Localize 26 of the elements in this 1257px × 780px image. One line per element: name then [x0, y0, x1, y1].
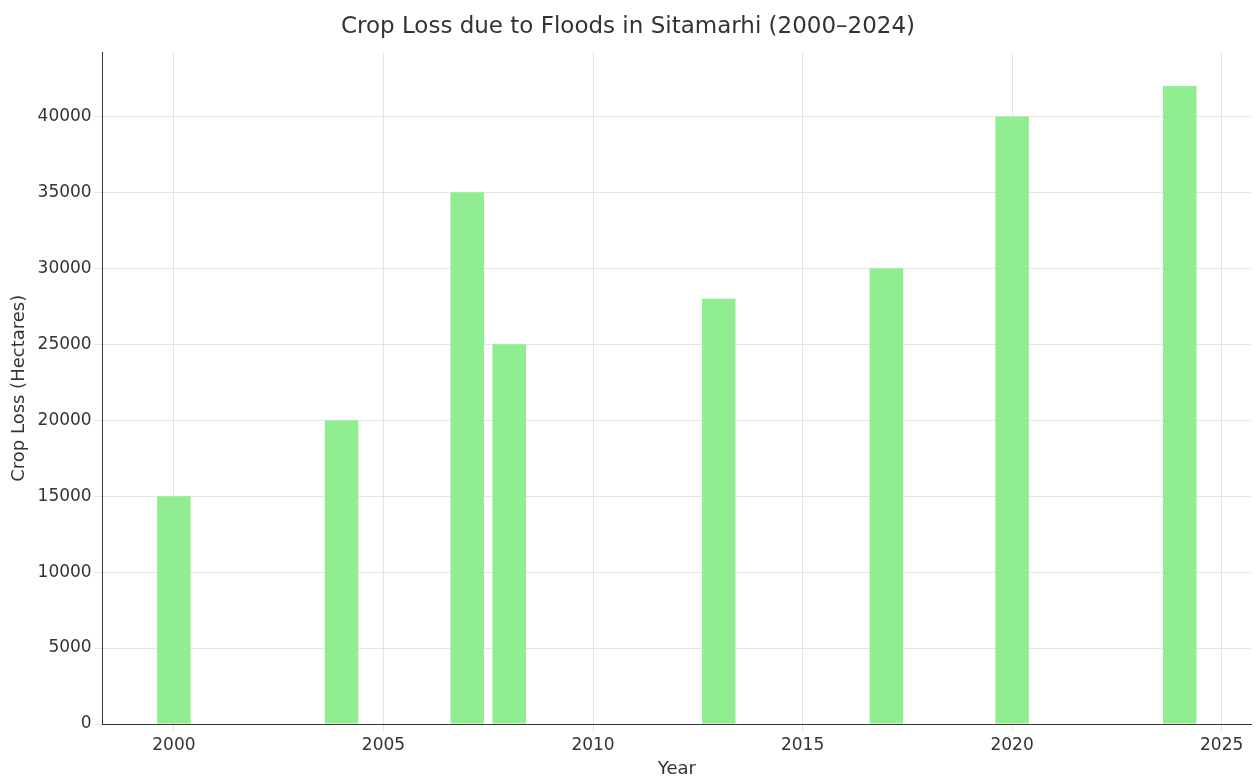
y-tick-label: 40000 — [37, 104, 92, 125]
bar — [324, 420, 359, 724]
bar — [701, 298, 736, 724]
bar — [450, 192, 485, 724]
y-tick-label: 0 — [80, 712, 92, 733]
y-tick-label: 10000 — [37, 560, 92, 581]
x-tick-label: 2015 — [780, 733, 825, 754]
x-axis-title: Year — [656, 756, 697, 778]
y-tick-label: 15000 — [37, 484, 92, 505]
bar — [492, 344, 526, 724]
bar — [995, 116, 1029, 724]
y-tick-label: 5000 — [48, 636, 92, 657]
bar — [157, 496, 191, 724]
y-tick-label: 25000 — [37, 332, 92, 353]
y-tick-label: 20000 — [37, 408, 92, 429]
chart-title: Crop Loss due to Floods in Sitamarhi (2000–2024) — [340, 11, 916, 38]
bar — [1162, 86, 1197, 724]
x-tick-label: 2000 — [152, 733, 196, 754]
y-axis-title: Crop Loss (Hectares) — [7, 294, 29, 482]
x-tick-label: 2010 — [571, 733, 615, 754]
y-tick-label: 35000 — [37, 180, 92, 201]
x-tick-label: 2025 — [1200, 733, 1244, 754]
x-tick-label: 2020 — [990, 733, 1034, 754]
y-tick-label: 30000 — [37, 256, 92, 277]
bar — [869, 268, 904, 724]
x-tick-label: 2005 — [361, 733, 406, 754]
